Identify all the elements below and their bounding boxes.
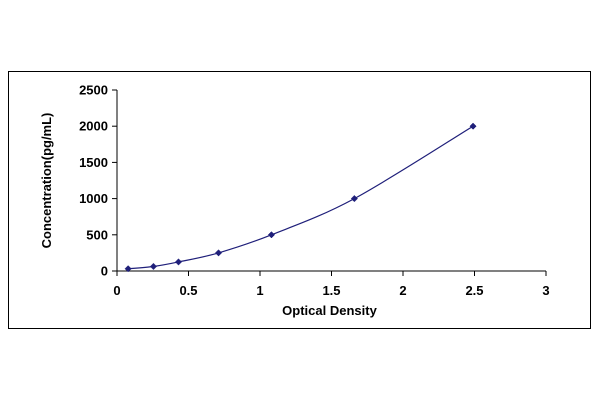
y-tick-label: 1000 [79,191,108,206]
y-axis-ticks: 0 500 1000 1500 2000 2500 [79,83,117,279]
x-tick-label: 0.5 [179,283,197,298]
y-tick-label: 1500 [79,155,108,170]
y-tick-label: 500 [86,227,108,242]
data-point-marker [350,195,358,203]
data-point-marker [124,265,132,273]
y-tick-label: 2000 [79,119,108,134]
x-tick-label: 2 [399,283,406,298]
y-axis-title: Concentration(pg/mL) [39,113,54,249]
x-axis-ticks: 0 0.5 1 1.5 2 2.5 3 [113,271,550,298]
x-tick-label: 0 [113,283,120,298]
data-point-marker [267,231,275,239]
data-point-marker [214,249,223,257]
y-tick-label: 2500 [79,83,108,98]
x-tick-label: 3 [542,283,549,298]
data-point-marker [149,262,158,271]
x-tick-label: 1 [256,283,263,298]
series-line [128,125,474,270]
y-tick-label: 0 [101,264,108,279]
chart-frame [8,71,591,329]
data-point-marker [174,258,183,266]
series-layer [124,122,477,273]
x-axis-title: Optical Density [282,303,377,318]
data-point-marker [469,122,477,130]
x-tick-label: 1.5 [322,283,340,298]
x-tick-label: 2.5 [465,283,483,298]
